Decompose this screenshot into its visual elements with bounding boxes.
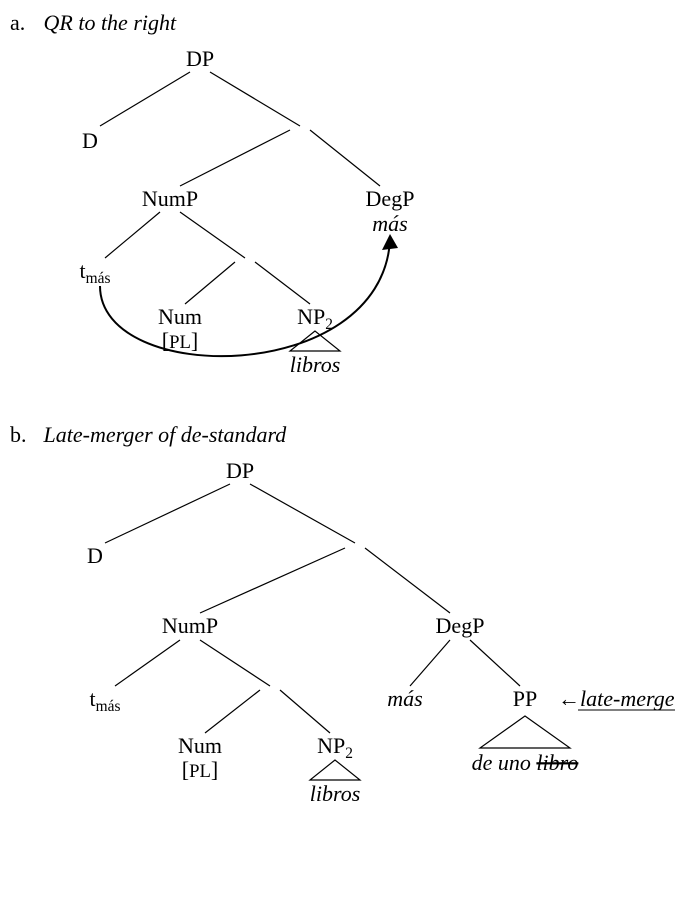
late-merger-label: late-merger [580,686,675,711]
triangle-pp [480,716,570,748]
fig-a-label: a. [10,10,38,36]
node-mas-b: más [387,686,422,711]
node-d: D [82,128,98,153]
node-libros-a: libros [290,352,341,376]
arrowhead-icon [382,234,398,250]
node-tmas-b: tmás [90,686,121,715]
fig-a-title: QR to the right [44,10,177,35]
node-de-uno-libro: de uno libro [472,750,579,775]
fig-b-label: b. [10,422,38,448]
node-degp: DegP [366,186,415,211]
node-tmas: tmás [80,258,111,287]
arrow-left-icon: ← [558,686,580,711]
node-nump: NumP [142,186,198,211]
figure-b: b. Late-merger of de-standard DP D NumP … [10,422,675,834]
node-np2-b: NP2 [317,733,353,762]
node-libros-b: libros [310,781,361,806]
node-degp-b: DegP [436,613,485,638]
fig-b-title: Late-merger of de-standard [44,422,287,447]
node-dp: DP [186,46,214,71]
figure-a: a. QR to the right DP D NumP DegP más tm… [10,10,675,382]
node-nump-b: NumP [162,613,218,638]
node-num-b: Num [178,733,222,758]
node-np2: NP2 [297,304,333,333]
movement-arrow [100,241,390,356]
tree-b: DP D NumP DegP tmás Num [PL] NP2 [10,448,675,828]
tree-a: DP D NumP DegP más tmás Num [PL] NP [10,36,510,376]
triangle-np2-b [310,760,360,780]
node-pl-b: [PL] [182,757,218,782]
node-pp: PP [513,686,537,711]
node-d-b: D [87,543,103,568]
node-dp-b: DP [226,458,254,483]
node-num: Num [158,304,202,329]
triangle-np2-a [290,331,340,351]
node-mas: más [372,211,407,236]
